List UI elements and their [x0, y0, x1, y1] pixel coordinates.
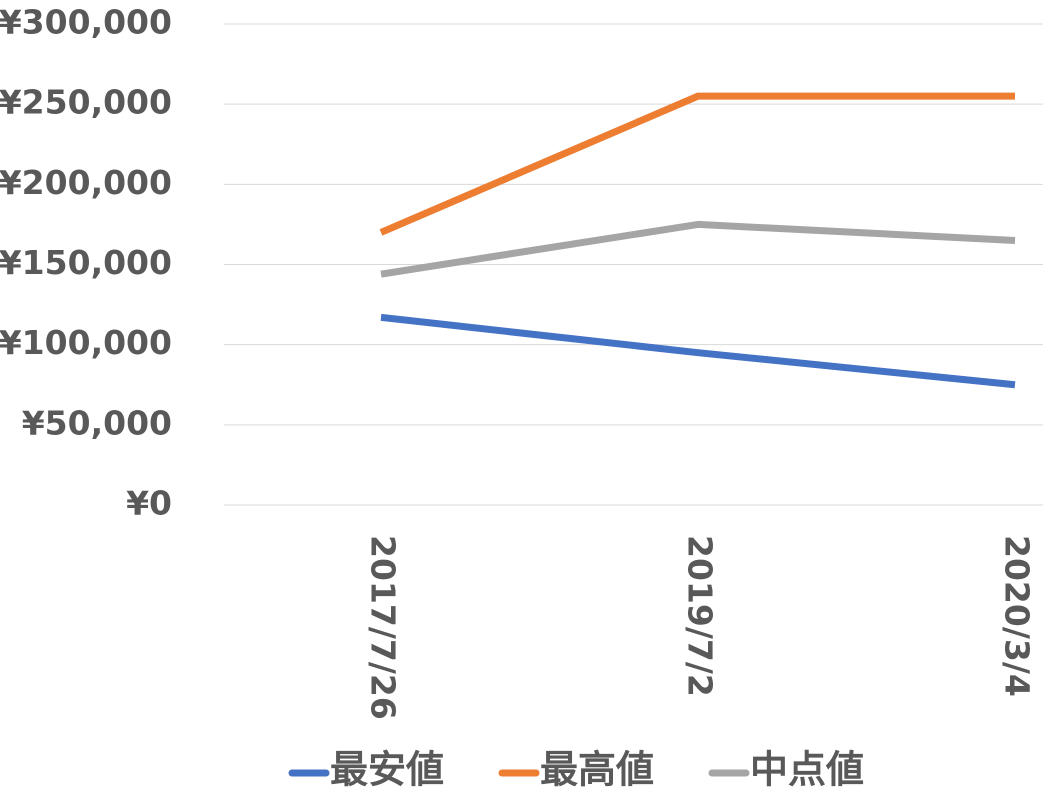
x-tick-label: 2019/7/2	[681, 535, 720, 697]
y-tick-label: ¥50,000	[22, 403, 172, 442]
x-tick-label: 2017/7/26	[364, 535, 403, 720]
y-tick-label: ¥250,000	[0, 83, 172, 122]
y-tick-label: ¥300,000	[0, 3, 172, 42]
legend-label: 最安値	[330, 748, 444, 792]
x-tick-label: 2020/3/4	[998, 535, 1037, 697]
y-tick-label: ¥0	[126, 484, 172, 523]
legend-label: 中点値	[750, 748, 864, 792]
legend-label: 最高値	[540, 748, 654, 792]
y-tick-label: ¥200,000	[0, 163, 172, 202]
y-tick-label: ¥100,000	[0, 323, 172, 362]
y-tick-label: ¥150,000	[0, 243, 172, 282]
series-line	[380, 220, 1016, 278]
series-line	[380, 313, 1016, 389]
series-line	[379, 92, 1015, 236]
